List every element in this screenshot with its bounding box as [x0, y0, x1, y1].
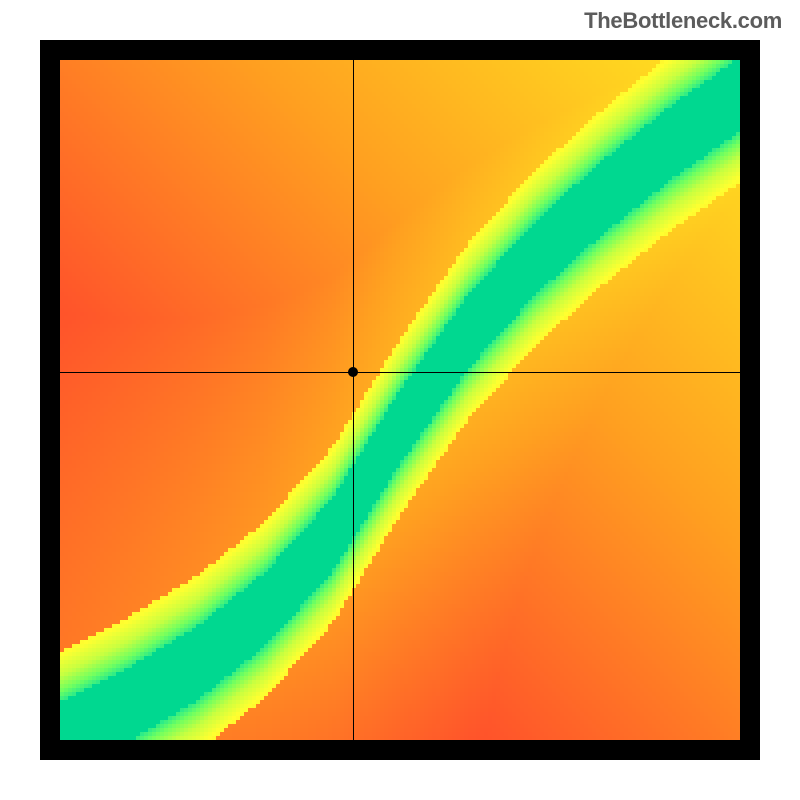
data-point — [348, 367, 358, 377]
chart-frame — [40, 40, 760, 760]
crosshair-vertical — [353, 60, 354, 740]
heatmap-plot — [60, 60, 740, 740]
crosshair-horizontal — [60, 372, 740, 373]
watermark-text: TheBottleneck.com — [584, 8, 782, 34]
heatmap-canvas — [60, 60, 740, 740]
